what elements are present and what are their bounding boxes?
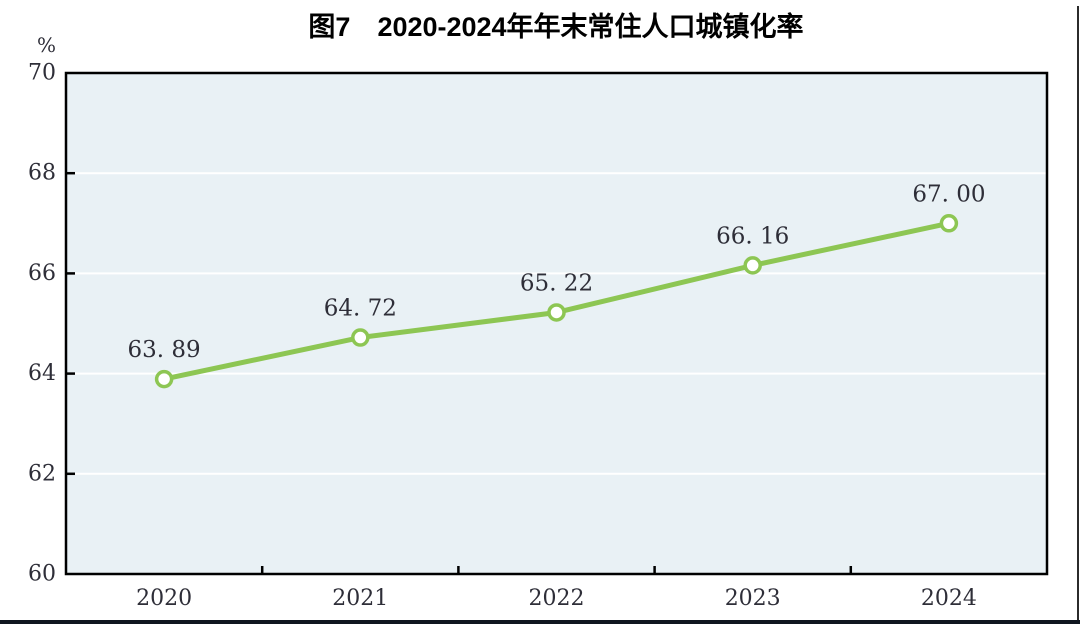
data-point-label: 66. 16 <box>716 223 789 249</box>
data-point <box>743 256 762 275</box>
data-point-label: 64. 72 <box>324 296 397 322</box>
x-axis-tick-label: 2024 <box>921 586 977 611</box>
x-axis-tick-label: 2021 <box>332 586 388 611</box>
data-point <box>939 214 959 233</box>
y-axis-tick-label: 70 <box>28 61 56 86</box>
x-axis-tick-label: 2022 <box>529 586 585 611</box>
x-axis-tick-label: 2020 <box>136 586 192 611</box>
y-axis-tick-label: 62 <box>28 461 56 486</box>
x-axis-tick-label: 2023 <box>725 586 781 611</box>
data-point <box>351 328 370 347</box>
y-axis-tick-label: 66 <box>28 261 56 286</box>
plot-border <box>64 71 1049 576</box>
page-right-border <box>1077 6 1079 622</box>
y-axis-tick-label: 68 <box>28 161 56 186</box>
data-point-label: 65. 22 <box>520 270 593 296</box>
chart-title: 图7 2020-2024年年末常住人口城镇化率 <box>308 12 804 42</box>
plot-area <box>66 73 1047 574</box>
data-point-label: 67. 00 <box>912 181 985 207</box>
data-point-label: 63. 89 <box>128 337 201 363</box>
y-axis-tick-label: 64 <box>28 361 56 386</box>
y-axis-tick-label: 60 <box>28 562 56 587</box>
footer-rule <box>0 620 1080 624</box>
data-point <box>154 369 174 389</box>
data-point <box>547 303 566 322</box>
y-axis-unit-label: % <box>36 33 56 57</box>
